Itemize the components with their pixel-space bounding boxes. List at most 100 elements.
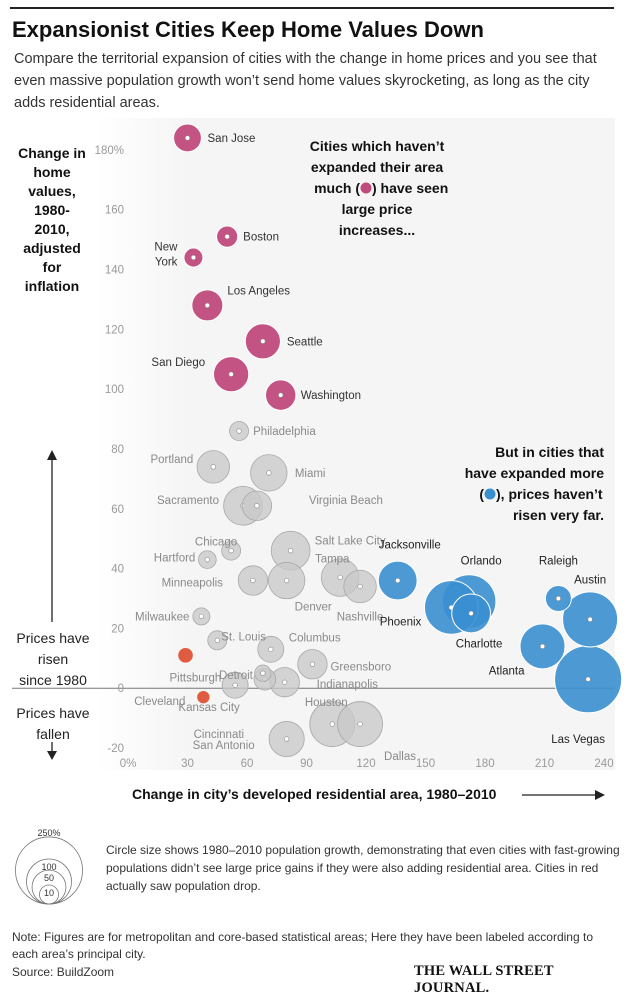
data-point-dot (329, 721, 335, 727)
data-point-dot (555, 595, 561, 602)
data-point-dot (260, 338, 266, 344)
y-tick-label: 100 (105, 384, 124, 396)
city-label: Los Angeles (227, 285, 290, 297)
data-point-dot (587, 616, 593, 623)
city-label: Salt Lake City (315, 536, 386, 548)
data-point-dot (228, 548, 234, 554)
city-label: York (155, 257, 178, 269)
y-axis-label: 2010, (34, 221, 69, 237)
city-label: Miami (295, 468, 326, 480)
y-tick-label: 140 (105, 265, 124, 277)
publication-logo: THE WALL STREET JOURNAL. (414, 963, 554, 996)
size-legend-label: 50 (44, 873, 54, 883)
blue-legend-swatch (484, 488, 496, 500)
y-axis-label: home (33, 164, 71, 180)
city-label: Sacramento (157, 495, 219, 507)
prices-risen-label: since 1980 (19, 672, 87, 688)
city-label: New (154, 242, 178, 254)
data-point-dot (284, 736, 290, 742)
prices-risen-label: risen (38, 651, 68, 667)
prices-fallen-label: fallen (36, 726, 69, 742)
y-axis-label: Change in (18, 145, 86, 161)
city-label: Nashville (337, 612, 384, 624)
city-label: St. Louis (221, 631, 266, 643)
city-label: Indianapolis (317, 679, 379, 691)
data-point-dot (198, 613, 204, 620)
city-label: Boston (243, 232, 279, 244)
blue-annotation: risen very far. (513, 507, 604, 523)
right-arrow-icon (595, 790, 605, 800)
data-point-dot (585, 676, 591, 682)
blue-annotation: But in cities that (495, 444, 604, 460)
data-point-dot (395, 577, 401, 584)
blue-annotation: ( (479, 486, 484, 502)
city-label: Minneapolis (162, 578, 224, 590)
city-label: Tampa (315, 554, 350, 566)
city-label: Chicago (195, 537, 237, 549)
blue-annotation: ), prices haven’t (496, 486, 603, 502)
city-label: San Diego (151, 357, 205, 369)
data-point-dot (250, 577, 256, 584)
x-tick-label: 120 (356, 758, 375, 770)
data-point-dot (232, 682, 238, 688)
data-point-dot (284, 577, 290, 584)
x-axis-label: Change in city’s developed residential a… (132, 786, 497, 802)
y-tick-label: -20 (107, 743, 124, 755)
data-point-dot (204, 556, 210, 563)
city-label: Washington (301, 390, 361, 402)
size-legend-label: 100 (41, 862, 56, 872)
data-point-dot (357, 583, 363, 590)
x-tick-label: 180 (475, 758, 494, 770)
city-label: Columbus (289, 632, 341, 644)
y-axis-label: inflation (25, 278, 79, 294)
data-point-dot (224, 234, 230, 240)
down-arrow-icon (47, 751, 57, 760)
city-label: Raleigh (539, 555, 578, 567)
data-point-dot (236, 428, 242, 434)
source-credit: Source: BuildZoom (12, 965, 115, 979)
data-point-dot (184, 135, 191, 141)
city-label: Las Vegas (551, 734, 605, 746)
size-legend-circle (39, 884, 59, 905)
data-point-dot (190, 254, 197, 261)
y-axis-label: values, (28, 183, 75, 199)
city-label: Philadelphia (253, 426, 316, 438)
data-point-dot (282, 679, 288, 685)
city-label: Pittsburgh (170, 672, 222, 684)
size-legend-label: 250% (37, 828, 60, 838)
data-point-dot (254, 503, 260, 509)
pink-legend-swatch (360, 182, 372, 194)
size-legend-text: Circle size shows 1980–2010 population g… (106, 843, 620, 893)
x-tick-label: 240 (594, 758, 613, 770)
city-label: Cleveland (134, 696, 185, 708)
footnote: Note: Figures are for metropolitan and c… (12, 930, 593, 961)
data-point-dot (260, 670, 266, 676)
x-tick-label: 60 (241, 758, 254, 770)
data-point-dot (468, 610, 474, 617)
city-label: Dallas (384, 751, 416, 763)
up-arrow-icon (47, 450, 57, 460)
data-point (178, 647, 193, 663)
chart-subtitle: Compare the territorial expansion of cit… (14, 51, 597, 111)
data-point-dot (214, 637, 220, 643)
y-axis-label: adjusted (23, 240, 81, 256)
x-tick-label: 0% (120, 758, 137, 770)
x-tick-label: 210 (535, 758, 554, 770)
city-label: Cincinnati (194, 729, 245, 741)
city-label: Virginia Beach (309, 495, 383, 507)
city-label: Orlando (461, 555, 502, 567)
data-point-dot (228, 371, 234, 377)
city-label: Jacksonville (379, 540, 441, 552)
city-label: Detroit (219, 670, 254, 682)
city-label: Portland (150, 454, 193, 466)
x-tick-label: 30 (181, 758, 194, 770)
data-point-dot (278, 392, 284, 398)
size-legend-label: 10 (44, 888, 54, 898)
y-tick-label: 160 (105, 205, 124, 217)
pink-annotation: large price (342, 201, 413, 217)
city-label: Atlanta (489, 665, 525, 677)
city-label: Hartford (154, 553, 196, 565)
prices-risen-label: Prices have (16, 630, 89, 646)
y-tick-label: 0 (118, 683, 124, 695)
